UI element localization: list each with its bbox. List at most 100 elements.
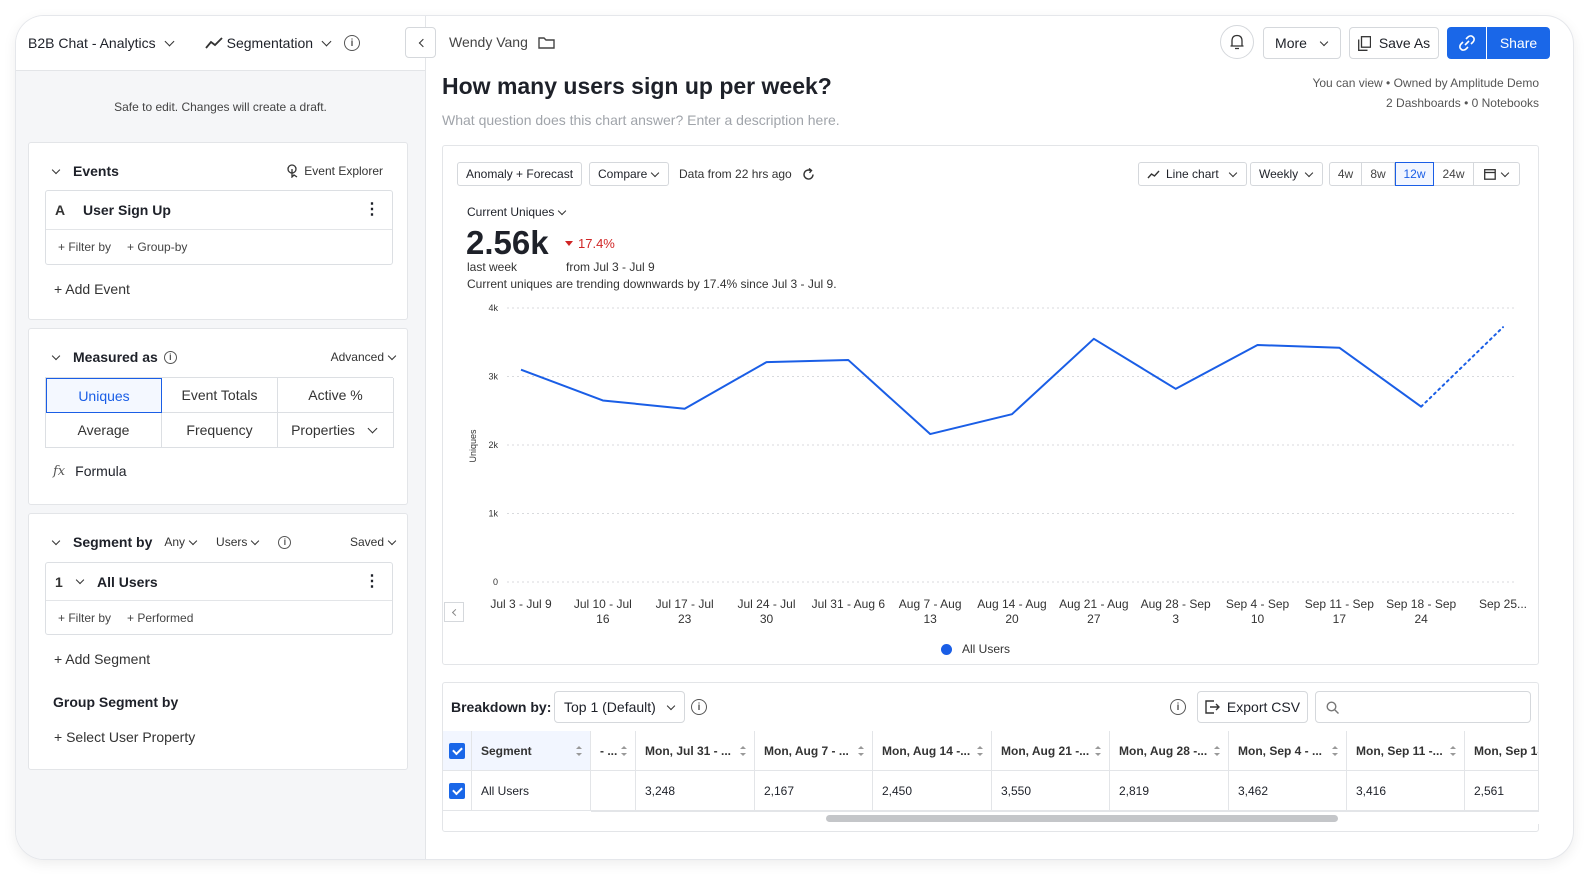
- chart-mode-dropdown[interactable]: Segmentation: [204, 35, 334, 51]
- owner-breadcrumb[interactable]: Wendy Vang: [449, 34, 555, 50]
- column-header[interactable]: Mon, Sep 18: [1465, 731, 1539, 771]
- chevron-down-icon[interactable]: [75, 575, 85, 585]
- table-scrollbar-track[interactable]: [591, 811, 1539, 824]
- segment-performed[interactable]: + Performed: [127, 610, 194, 625]
- kebab-menu-icon[interactable]: ⋮: [364, 572, 380, 590]
- column-header[interactable]: Segment: [472, 731, 591, 771]
- kebab-menu-icon[interactable]: ⋮: [364, 201, 380, 218]
- copy-link-button[interactable]: [1447, 27, 1486, 59]
- measured-as-title: Measured as: [73, 349, 158, 365]
- table-scrollbar-thumb[interactable]: [826, 815, 1338, 822]
- info-icon[interactable]: i: [1170, 699, 1186, 715]
- refresh-icon[interactable]: [802, 167, 815, 181]
- event-row[interactable]: A User Sign Up ⋮ + Filter by + Group-by: [45, 190, 393, 265]
- frequency-option[interactable]: Frequency: [162, 413, 278, 448]
- segment-filter-by[interactable]: + Filter by: [58, 610, 112, 625]
- column-header[interactable]: Mon, Aug 28 -...: [1110, 731, 1229, 771]
- sort-icon[interactable]: [621, 745, 627, 756]
- chart-legend[interactable]: All Users: [941, 642, 1010, 656]
- anomaly-forecast-button[interactable]: Anomaly + Forecast: [457, 162, 583, 186]
- chevron-down-icon: [651, 168, 660, 177]
- sort-icon[interactable]: [1450, 745, 1456, 756]
- date-picker-dropdown[interactable]: [1474, 163, 1519, 185]
- sort-icon[interactable]: [1214, 745, 1220, 756]
- table-search-input[interactable]: [1315, 691, 1531, 723]
- column-header[interactable]: Mon, Jul 31 - ...: [636, 731, 755, 771]
- range-4w[interactable]: 4w: [1330, 163, 1362, 185]
- add-event-button[interactable]: + Add Event: [54, 281, 130, 297]
- query-panel: B2B Chat - Analytics Segmentation i Safe…: [16, 16, 426, 859]
- events-title: Events: [73, 163, 119, 179]
- info-icon[interactable]: i: [163, 350, 177, 364]
- event-name[interactable]: User Sign Up: [83, 202, 171, 218]
- y-tick-label: 1k: [488, 509, 498, 519]
- users-dropdown[interactable]: Users: [216, 535, 260, 549]
- select-user-property-button[interactable]: + Select User Property: [54, 729, 196, 745]
- chart-description[interactable]: What question does this chart answer? En…: [442, 112, 840, 128]
- sort-icon[interactable]: [1332, 745, 1338, 756]
- event-explorer-link[interactable]: Event Explorer: [286, 164, 383, 178]
- app-window: B2B Chat - Analytics Segmentation i Safe…: [16, 16, 1573, 859]
- event-filter-by[interactable]: + Filter by: [58, 240, 112, 254]
- x-tick-label: Jul 31 - Aug 6: [811, 597, 886, 611]
- line-chart[interactable]: 0 1k 2k 3k 4k Uniques: [443, 296, 1538, 596]
- info-icon[interactable]: i: [278, 535, 292, 549]
- share-button[interactable]: Share: [1487, 27, 1550, 59]
- properties-option[interactable]: Properties: [278, 413, 394, 448]
- segment-name[interactable]: All Users: [97, 573, 158, 590]
- average-option[interactable]: Average: [46, 413, 162, 448]
- info-icon[interactable]: i: [344, 35, 361, 51]
- column-header[interactable]: Mon, Aug 14 -...: [873, 731, 992, 771]
- sort-icon[interactable]: [1095, 745, 1101, 756]
- sort-icon[interactable]: [977, 745, 983, 756]
- any-dropdown[interactable]: Any: [164, 535, 198, 549]
- row-checkbox[interactable]: [443, 771, 472, 811]
- chart-title[interactable]: How many users sign up per week?: [442, 73, 832, 99]
- formula-button[interactable]: fx Formula: [53, 463, 127, 479]
- range-12w[interactable]: 12w: [1395, 162, 1434, 186]
- chevron-down-icon: [1228, 168, 1237, 177]
- add-segment-button[interactable]: + Add Segment: [54, 651, 151, 667]
- save-as-label: Save As: [1378, 35, 1431, 51]
- project-dropdown[interactable]: B2B Chat - Analytics: [28, 35, 177, 51]
- chart-type-dropdown[interactable]: Line chart: [1138, 162, 1247, 186]
- column-header[interactable]: Mon, Aug 21 -...: [992, 731, 1110, 771]
- sort-icon[interactable]: [740, 745, 746, 756]
- saved-dropdown[interactable]: Saved: [350, 535, 397, 549]
- compare-dropdown[interactable]: Compare: [589, 162, 670, 186]
- select-all-checkbox[interactable]: [443, 731, 472, 771]
- range-8w[interactable]: 8w: [1362, 163, 1395, 185]
- chevron-down-icon[interactable]: [51, 536, 61, 545]
- y-tick-label: 4k: [488, 303, 498, 313]
- event-totals-option[interactable]: Event Totals: [162, 378, 278, 413]
- segment-card: Segment by Any Users i Saved 1 All Users…: [28, 513, 408, 770]
- chevron-down-icon[interactable]: [51, 351, 61, 360]
- save-as-button[interactable]: Save As: [1349, 27, 1439, 59]
- breakdown-dropdown[interactable]: Top 1 (Default): [554, 691, 685, 723]
- export-csv-button[interactable]: Export CSV: [1197, 691, 1308, 723]
- column-header[interactable]: - ...: [591, 731, 636, 771]
- event-group-by[interactable]: + Group-by: [127, 240, 188, 254]
- usage-counts[interactable]: 2 Dashboards • 0 Notebooks: [1386, 96, 1539, 110]
- chevron-down-icon[interactable]: [51, 165, 61, 174]
- uniques-option[interactable]: Uniques: [46, 378, 162, 413]
- advanced-dropdown[interactable]: Advanced: [331, 350, 397, 364]
- metric-dropdown[interactable]: Current Uniques: [467, 205, 567, 219]
- column-header[interactable]: Mon, Sep 11 -...: [1347, 731, 1465, 771]
- range-24w[interactable]: 24w: [1434, 163, 1474, 185]
- value-cell: 2,561: [1465, 771, 1539, 811]
- sort-icon[interactable]: [858, 745, 864, 756]
- chevron-down-icon: [1304, 168, 1314, 177]
- collapse-panel-button[interactable]: [405, 27, 436, 58]
- sort-icon[interactable]: [576, 745, 582, 756]
- info-icon[interactable]: i: [691, 699, 707, 715]
- column-header[interactable]: Mon, Aug 7 - ...: [755, 731, 873, 771]
- interval-dropdown[interactable]: Weekly: [1250, 162, 1324, 186]
- segment-row[interactable]: 1 All Users ⋮ + Filter by + Performed: [45, 562, 393, 635]
- more-dropdown[interactable]: More: [1263, 27, 1341, 59]
- column-header[interactable]: Mon, Sep 4 - ...: [1229, 731, 1347, 771]
- notifications-button[interactable]: [1220, 25, 1254, 59]
- active-percent-option[interactable]: Active %: [278, 378, 394, 413]
- compare-label: Compare: [598, 167, 648, 181]
- scroll-left-button[interactable]: [444, 602, 464, 622]
